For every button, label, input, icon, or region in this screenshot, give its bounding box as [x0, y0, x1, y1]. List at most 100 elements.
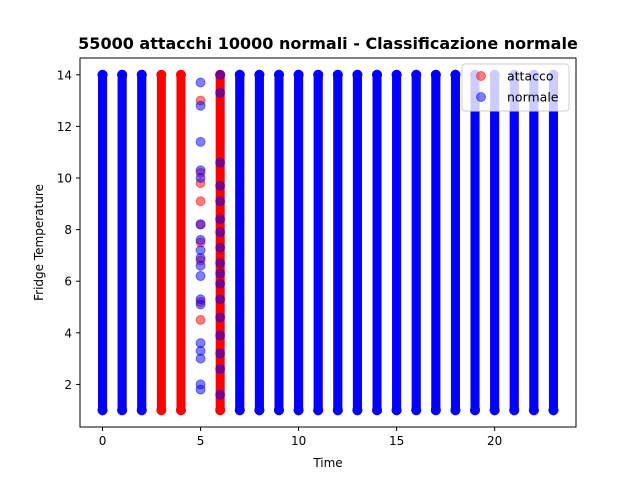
y-tick-label: 2 [64, 378, 72, 392]
normale-point-6-16 [215, 69, 226, 80]
normale-column-x1-bottom-point [117, 405, 128, 416]
normale-column-x14-top-point [372, 69, 383, 80]
normale-column-x14-band [372, 74, 382, 411]
normale-column-x2 [136, 69, 147, 416]
normale-column-x15-band [392, 74, 402, 411]
normale-point-6-5 [215, 294, 226, 305]
normale-point-6-1 [215, 363, 226, 374]
normale-column-x7 [234, 69, 245, 416]
normale-point-6-9 [215, 242, 226, 253]
attacco-column-x6 [215, 69, 226, 416]
y-tick-label: 10 [57, 171, 72, 185]
normale-column-x12 [332, 69, 343, 416]
legend-marker-attacco [476, 71, 486, 81]
normale-column-x0-band [98, 74, 108, 411]
normale-column-x13-top-point [352, 69, 363, 80]
normale-point-6-0 [215, 389, 226, 400]
normale-point-6-3 [215, 330, 226, 341]
normale-column-x15-bottom-point [391, 405, 402, 416]
normale-column-x16 [411, 69, 422, 416]
normale-column-x16-bottom-point [411, 405, 422, 416]
legend-label-normale: normale [507, 90, 559, 105]
normale-column-x19-band [470, 74, 480, 411]
normale-column-x23-bottom-point [548, 405, 559, 416]
attacco-point-5-8 [195, 314, 206, 325]
normale-column-x10-top-point [293, 69, 304, 80]
normale-column-x10-bottom-point [293, 405, 304, 416]
normale-column-x9-top-point [273, 69, 284, 80]
normale-column-x10 [293, 69, 304, 416]
normale-point-6-14 [215, 157, 226, 168]
normale-column-x14-bottom-point [372, 405, 383, 416]
normale-column-x12-band [333, 74, 343, 411]
attacco-column-x3-band [156, 74, 166, 411]
normale-column-x19 [470, 69, 481, 416]
y-tick-label: 12 [57, 120, 72, 134]
normale-point-6-8 [215, 258, 226, 269]
normale-column-x8-top-point [254, 69, 265, 80]
x-tick-label: 15 [389, 434, 404, 448]
plot-frame [79, 57, 577, 428]
x-tick-label: 20 [487, 434, 502, 448]
normale-column-x8-bottom-point [254, 405, 265, 416]
plot-area [97, 69, 559, 416]
normale-point-6-11 [215, 214, 226, 225]
normale-point-5-15 [195, 353, 206, 364]
normale-column-x18 [450, 69, 461, 416]
normale-column-x9-bottom-point [273, 405, 284, 416]
attacco-column-x3 [156, 69, 167, 416]
normale-column-x14 [372, 69, 383, 416]
normale-column-x11-band [313, 74, 323, 411]
legend-box [461, 63, 570, 112]
normale-column-x20-band [490, 74, 500, 411]
normale-column-x19-bottom-point [470, 405, 481, 416]
normale-column-x0 [97, 69, 108, 416]
normale-point-6-4 [215, 312, 226, 323]
normale-column-x22-band [529, 74, 539, 411]
normale-column-x9-band [274, 74, 284, 411]
normale-column-x16-band [411, 74, 421, 411]
normale-point-6-2 [215, 348, 226, 359]
normale-column-x8 [254, 69, 265, 416]
attacco-point-5-3 [195, 196, 206, 207]
normale-column-x17 [430, 69, 441, 416]
normale-column-x11 [313, 69, 324, 416]
normale-point-5-12 [195, 299, 206, 310]
normale-point-5-17 [195, 384, 206, 395]
normale-column-x22 [528, 69, 539, 416]
normale-point-6-12 [215, 196, 226, 207]
normale-column-x0-bottom-point [97, 405, 108, 416]
x-tick-label: 10 [291, 434, 306, 448]
normale-column-x13 [352, 69, 363, 416]
normale-point-6-7 [215, 268, 226, 279]
normale-column-x13-band [352, 74, 362, 411]
normale-column-x7-top-point [234, 69, 245, 80]
normale-point-6-10 [215, 227, 226, 238]
normale-column-x8-band [254, 74, 264, 411]
normale-column-x22-bottom-point [528, 405, 539, 416]
y-axis-label: Fridge Temperature [32, 184, 46, 301]
legend-label-attacco: attacco [507, 69, 554, 84]
normale-point-6-15 [215, 87, 226, 98]
normale-column-x13-bottom-point [352, 405, 363, 416]
chart-title: 55000 attacchi 10000 normali - Classific… [78, 34, 578, 53]
normale-column-x18-bottom-point [450, 405, 461, 416]
normale-column-x18-top-point [450, 69, 461, 80]
normale-column-x10-band [294, 74, 304, 411]
y-tick-label: 4 [64, 326, 72, 340]
x-axis-ticks: 0 5 10 15 20 [99, 427, 502, 448]
normale-point-5-4 [195, 172, 206, 183]
x-axis-label: Time [312, 456, 342, 470]
normale-column-x23 [548, 69, 559, 416]
normale-column-x17-bottom-point [430, 405, 441, 416]
normale-column-x15 [391, 69, 402, 416]
normale-column-x23-band [548, 74, 558, 411]
normale-column-x17-band [431, 74, 441, 411]
attacco-column-x4-band [176, 74, 186, 411]
attacco-column-x3-bottom-point [156, 405, 167, 416]
normale-column-x20 [489, 69, 500, 416]
attacco-column-x4 [175, 69, 186, 416]
normale-column-x12-top-point [332, 69, 343, 80]
y-tick-label: 6 [64, 275, 72, 289]
